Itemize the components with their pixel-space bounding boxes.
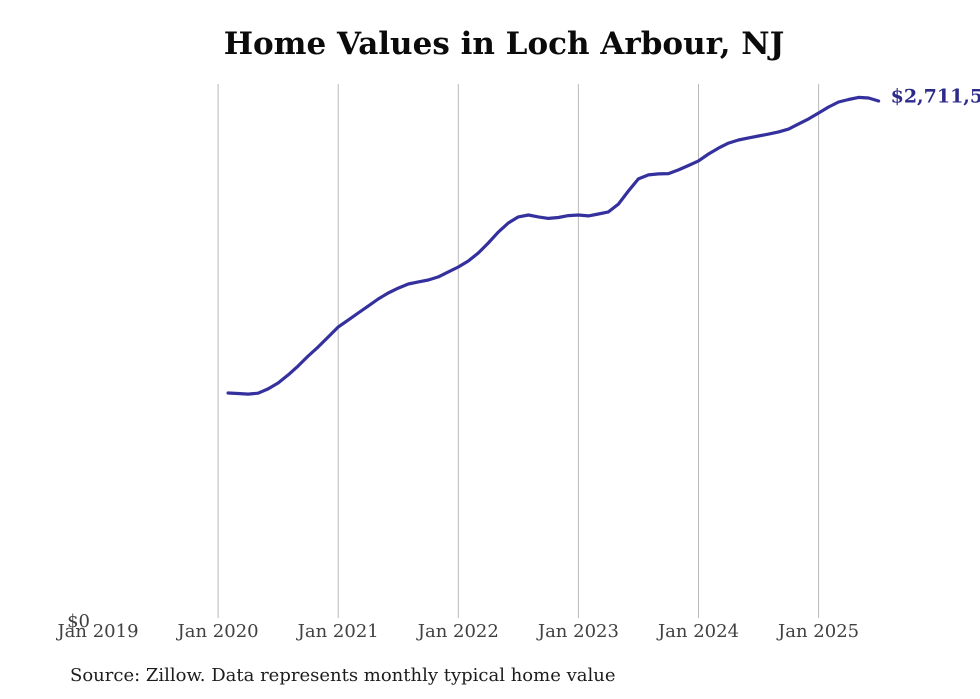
series-line bbox=[226, 95, 881, 396]
x-tick-label: Jan 2020 bbox=[176, 621, 259, 642]
x-tick-label: Jan 2019 bbox=[55, 621, 138, 642]
source-note: Source: Zillow. Data represents monthly … bbox=[70, 665, 616, 686]
x-tick-label: Jan 2025 bbox=[776, 621, 859, 642]
x-tick-label: Jan 2023 bbox=[536, 621, 619, 642]
x-tick-label: Jan 2022 bbox=[416, 621, 499, 642]
chart-title: Home Values in Loch Arbour, NJ bbox=[223, 26, 785, 62]
x-tick-label: Jan 2021 bbox=[296, 621, 379, 642]
y-zero-label: $0 bbox=[67, 611, 90, 632]
end-value-label: $2,711,500 bbox=[891, 86, 980, 108]
x-tick-label: Jan 2024 bbox=[656, 621, 739, 642]
